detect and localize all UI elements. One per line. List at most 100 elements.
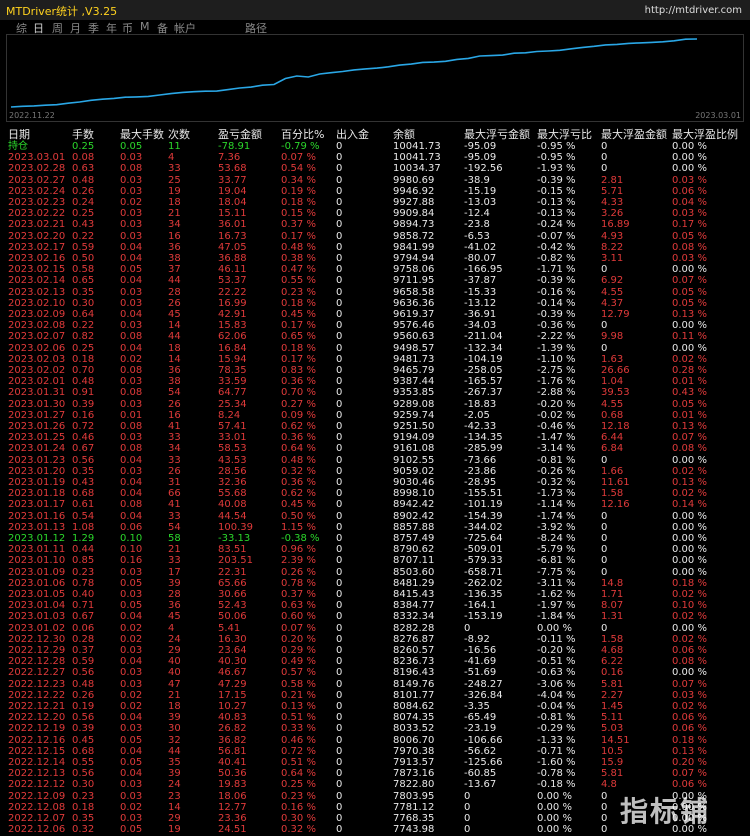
cell: -73.66 [464,454,497,466]
cell: -80.07 [464,253,497,264]
cell: -1.10 % [537,353,576,365]
tab[interactable]: 路径 [245,22,267,35]
cell: 0 [336,376,343,388]
cell: -0.02 % [537,409,576,421]
column-header: 最大浮盈比例 [672,128,738,141]
cell: 0.00 % [672,667,707,679]
cell: -6.81 % [537,555,576,567]
cell: 2023.02.20 [8,230,66,242]
cell: -326.84 [464,689,503,701]
cell: 0.04 [120,253,143,264]
cell: 0 [336,208,343,220]
cell: 4.93 [601,230,624,242]
cell: 18 [168,701,181,712]
cell: -1.33 % [537,734,576,746]
cell: 15.9 [601,757,624,768]
cell: 0.24 [72,197,95,208]
tab[interactable]: 日 [33,22,44,35]
cell: 16.73 [218,230,247,242]
cell: 2023.01.23 [8,454,66,466]
cell: 0.46 [72,432,95,444]
cell: 2023.01.11 [8,544,66,556]
cell: 0 [601,264,608,276]
tab[interactable]: 综 [16,22,27,35]
cell: 4.33 [601,197,624,208]
cell: 0.06 % [672,185,707,197]
cell: 0 [336,264,343,276]
cell: 0.03 [120,678,143,690]
cell: -0.24 % [537,219,576,231]
tab[interactable]: M [140,20,150,33]
cell: 8074.35 [393,712,435,724]
cell: 0 [336,622,343,634]
tab[interactable]: 年 [106,22,117,35]
cell: 0.06 % [672,779,707,791]
cell: -0.79 % [281,141,320,152]
cell: 0 [336,297,343,309]
equity-chart: 2022.11.22 2023.03.01 [6,34,744,122]
cell: 0 [601,813,608,824]
cell: 2022.12.08 [8,801,66,813]
cell: 0 [336,589,343,600]
cell: 9030.46 [393,477,435,488]
tab[interactable]: 月 [70,22,81,35]
tab[interactable]: 周 [52,22,63,35]
tab[interactable]: 备 [157,22,168,35]
cell: 0.02 [120,197,143,208]
cell: -12.4 [464,208,490,220]
cell: 0 [601,801,608,813]
cell: 29 [168,813,181,824]
cell: 0.58 [72,264,95,276]
cell: 0.51 % [281,757,316,768]
cell: 36.01 [218,219,247,231]
cell: 0.68 [72,745,95,757]
cell: 0.08 [120,365,143,376]
cell: 0.37 [72,645,95,656]
cell: 0 [336,331,343,343]
cell: 0.00 % [672,813,707,824]
cell: 19 [168,824,181,836]
cell: 9353.85 [393,387,435,399]
cell: 0.02 % [672,488,707,500]
cell: -725.64 [464,533,503,544]
cell: 0.37 % [281,219,316,231]
cell: 0.03 [120,230,143,242]
cell: 2023.01.25 [8,432,66,444]
cell: -1.93 % [537,163,576,175]
cell: 0.03 [120,152,143,164]
tab[interactable]: 季 [88,22,99,35]
cell: 7873.16 [393,768,435,780]
tab[interactable]: 帐户 [174,22,196,35]
cell: -15.33 [464,286,497,298]
cell: 2023.02.09 [8,309,66,320]
cell: 0.00 % [672,622,707,634]
cell: 0 [336,533,343,544]
cell: -1.76 % [537,376,576,388]
cell: 40.30 [218,656,247,668]
cell: 0.70 [72,365,95,376]
cell: -1.39 % [537,342,576,354]
tab[interactable]: 币 [122,22,133,35]
cell: -3.35 [464,701,490,712]
cell: 9858.72 [393,230,435,242]
cell: 0 [336,611,343,623]
cell: 2023.02.24 [8,185,66,197]
cell: 0 [601,141,608,152]
cell: -4.04 % [537,689,576,701]
cell: 0.04 [120,454,143,466]
cell: 0.30 [72,297,95,309]
cell: 3.26 [601,208,624,220]
cell: 40 [168,656,181,668]
cell: 0.16 [120,555,143,567]
cell: 0 [601,342,608,354]
cell: -0.32 % [537,477,576,488]
cell: 0.08 [120,387,143,399]
cell: -13.67 [464,779,497,791]
equity-line [10,38,698,108]
cell: 0.07 % [672,768,707,780]
column-header: 百分比% [281,128,325,141]
cell: 4.68 [601,645,624,656]
cell: 9980.69 [393,174,435,186]
cell: -262.02 [464,577,503,589]
